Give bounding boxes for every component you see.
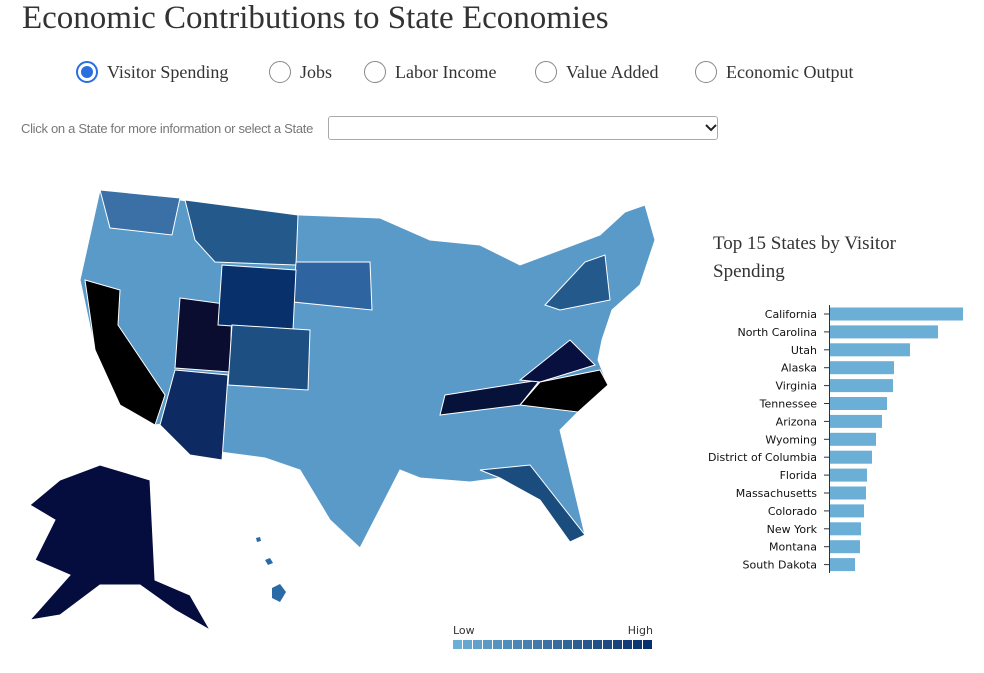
legend-swatch [563,640,572,649]
bar-label: Colorado [768,505,817,518]
legend-swatch [643,640,652,649]
bar [830,343,910,357]
bar-label: Tennessee [759,398,818,411]
map-state-colorado[interactable] [227,324,311,391]
map-state-new-york[interactable] [544,254,611,311]
legend-swatch [543,640,552,649]
map-state-montana[interactable] [184,199,299,266]
map-state-virginia[interactable] [518,339,596,383]
legend-low-label: Low [453,624,475,637]
legend-swatch [613,640,622,649]
legend-swatch [603,640,612,649]
bar-label: Wyoming [765,433,817,446]
bar-label: Arizona [776,415,817,428]
us-map: Low High [28,189,656,649]
legend-swatch [513,640,522,649]
radio-label: Visitor Spending [107,61,229,82]
legend-swatch [493,640,502,649]
bar [830,504,864,518]
legend-swatch [453,640,462,649]
legend-swatch [503,640,512,649]
bar-label: New York [767,523,818,536]
bar-label: Montana [769,541,817,554]
legend-swatch [573,640,582,649]
radio-option[interactable]: Value Added [535,61,658,83]
radio-option[interactable]: Jobs [269,61,332,83]
legend-swatch [533,640,542,649]
bar [830,540,860,554]
bar-label: Massachusetts [736,487,818,500]
map-state-california[interactable] [84,279,166,426]
legend-swatch [523,640,532,649]
bar-label: California [765,308,817,321]
bar-chart: California North Carolina Utah Alaska Virgin… [708,305,963,573]
legend-swatch [593,640,602,649]
bar [830,307,963,321]
bar-label: Utah [791,344,817,357]
radio-button [695,61,717,83]
bar [830,379,893,393]
state-select[interactable] [328,116,718,140]
map-state-florida[interactable] [479,464,586,543]
radio-option[interactable]: Economic Output [695,61,853,83]
map-state-washington[interactable] [99,189,181,236]
radio-label: Jobs [300,61,333,82]
bar [830,414,882,428]
bar-label: South Dakota [743,559,817,572]
bar [830,361,894,375]
bar [830,558,855,572]
radio-label: Economic Output [726,61,854,82]
radio-button [269,61,291,83]
select-prompt: Click on a State for more information or… [21,121,314,136]
bar-label: Alaska [781,362,817,375]
bar [830,432,876,446]
map-state-alaska[interactable] [28,464,212,632]
legend-swatch [463,640,472,649]
radio-label: Value Added [566,61,659,82]
map-state-north-carolina[interactable] [519,369,609,413]
bar-label: Florida [780,469,817,482]
map-state-wyoming[interactable] [217,264,297,331]
legend-swatch [483,640,492,649]
bar [830,450,872,464]
radio-button [76,61,98,83]
bar-label: District of Columbia [708,451,817,464]
bar-label: North Carolina [737,326,817,339]
radio-button [535,61,557,83]
radio-option[interactable]: Visitor Spending [76,61,228,83]
legend-swatch [623,640,632,649]
map-legend: Low High [453,624,653,649]
legend-swatch [583,640,592,649]
bar [830,325,938,339]
bar [830,522,861,536]
legend-swatch [473,640,482,649]
bar [830,397,887,410]
map-state-south-dakota[interactable] [292,261,373,311]
legend-high-label: High [628,624,653,637]
map-state-hawaii[interactable] [256,537,286,602]
select-arrow-icon [705,124,717,132]
chart-title: Top 15 States by Visitor Spending [713,233,896,282]
legend-swatch [553,640,562,649]
bar [830,486,866,500]
map-state-arizona[interactable] [159,369,229,461]
bar-label: Virginia [776,380,817,393]
radio-button [364,61,386,83]
bar [830,468,867,482]
legend-swatch [633,640,642,649]
page-title: Economic Contributions to State Economie… [22,0,609,36]
radio-label: Labor Income [395,61,497,82]
radio-option[interactable]: Labor Income [364,61,496,83]
